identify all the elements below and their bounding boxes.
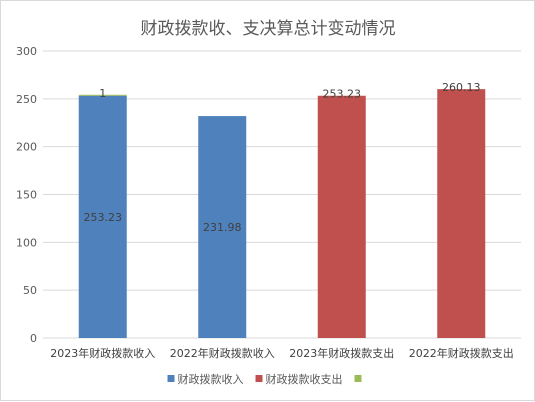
data-label: 260.13 <box>442 81 481 94</box>
y-tick-label: 200 <box>16 141 37 154</box>
bar <box>198 116 247 338</box>
data-label: 231.98 <box>203 221 242 234</box>
legend-swatch <box>354 375 362 382</box>
x-category-label: 2023年财政拨款收入 <box>50 346 155 360</box>
data-labels: 253.23 1 231.98 253.23 260.13 <box>84 81 481 234</box>
bar <box>437 89 486 338</box>
x-axis-categories: 2023年财政拨款收入 2022年财政拨款收入 2023年财政拨款支出 2022年财政… <box>50 346 514 360</box>
data-label: 253.23 <box>84 211 123 224</box>
bar <box>78 95 127 338</box>
y-tick-label: 100 <box>16 236 37 249</box>
legend-label: 财政拨款收支出 <box>266 372 343 386</box>
legend-swatch <box>255 375 263 382</box>
y-axis-ticks: 0 50 100 150 200 250 300 <box>16 45 37 345</box>
x-category-label: 2023年财政拨款支出 <box>289 346 394 360</box>
chart-title: 财政拨款收、支决算总计变动情况 <box>141 19 396 39</box>
data-label: 1 <box>99 87 106 100</box>
y-tick-label: 150 <box>16 189 37 202</box>
bar <box>78 94 127 96</box>
y-tick-label: 250 <box>16 93 37 106</box>
y-tick-label: 0 <box>30 332 37 345</box>
data-label: 253.23 <box>323 88 362 101</box>
bars <box>78 89 486 338</box>
bar <box>317 95 366 338</box>
legend-swatch <box>167 375 175 382</box>
x-category-label: 2022年财政拨款支出 <box>409 346 514 360</box>
legend-label: 财政拨款收入 <box>178 372 244 386</box>
x-category-label: 2022年财政拨款收入 <box>170 346 275 360</box>
y-tick-label: 50 <box>23 284 37 297</box>
legend: 财政拨款收入 财政拨款收支出 <box>167 372 362 386</box>
y-tick-label: 300 <box>16 45 37 58</box>
